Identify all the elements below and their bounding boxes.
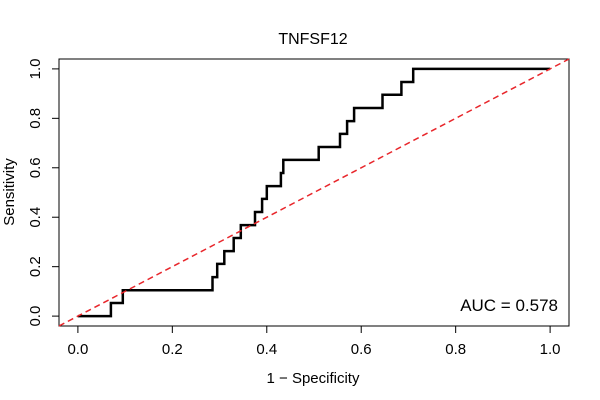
plot-frame [58,58,570,327]
x-tick-label: 0.0 [67,341,88,358]
y-tick-label: 0.0 [27,306,44,327]
y-tick-label: 0.2 [27,256,44,277]
roc-curve-line [77,67,551,318]
y-tick-label: 1.0 [27,58,44,79]
x-axis-label: 1 − Specificity [267,370,360,387]
x-tick-label: 0.6 [351,341,372,358]
chart-title: TNFSF12 [278,31,347,48]
y-tick-label: 0.4 [27,207,44,228]
auc-annotation: AUC = 0.578 [460,296,558,315]
reference-diagonal-line [58,58,570,327]
y-axis-label: Sensitivity [1,158,18,226]
x-tick-label: 0.4 [256,341,277,358]
y-tick-label: 0.8 [27,108,44,129]
x-tick-label: 1.0 [540,341,561,358]
y-tick-label: 0.6 [27,157,44,178]
x-tick-label: 0.2 [162,341,183,358]
x-tick-label: 0.8 [445,341,466,358]
